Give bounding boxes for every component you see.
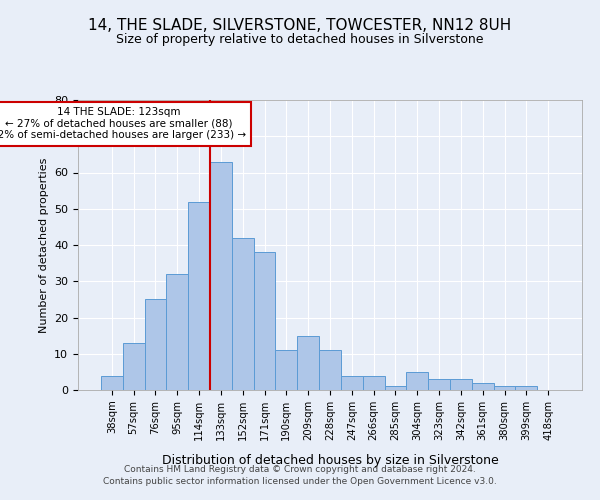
Text: Contains public sector information licensed under the Open Government Licence v3: Contains public sector information licen… <box>103 476 497 486</box>
Bar <box>254 252 275 390</box>
Bar <box>188 202 210 390</box>
Bar <box>341 376 363 390</box>
Text: Contains HM Land Registry data © Crown copyright and database right 2024.: Contains HM Land Registry data © Crown c… <box>124 466 476 474</box>
Bar <box>319 350 341 390</box>
Text: Size of property relative to detached houses in Silverstone: Size of property relative to detached ho… <box>116 32 484 46</box>
Bar <box>406 372 428 390</box>
Bar <box>166 274 188 390</box>
Bar <box>210 162 232 390</box>
Bar <box>123 343 145 390</box>
Y-axis label: Number of detached properties: Number of detached properties <box>38 158 49 332</box>
Bar <box>494 386 515 390</box>
Bar <box>428 379 450 390</box>
Bar <box>385 386 406 390</box>
Bar <box>275 350 297 390</box>
Bar <box>472 383 494 390</box>
Bar <box>232 238 254 390</box>
Text: 14 THE SLADE: 123sqm
← 27% of detached houses are smaller (88)
72% of semi-detac: 14 THE SLADE: 123sqm ← 27% of detached h… <box>0 108 246 140</box>
Bar <box>450 379 472 390</box>
Bar <box>363 376 385 390</box>
Text: 14, THE SLADE, SILVERSTONE, TOWCESTER, NN12 8UH: 14, THE SLADE, SILVERSTONE, TOWCESTER, N… <box>88 18 512 32</box>
Bar <box>297 336 319 390</box>
Bar <box>101 376 123 390</box>
Bar <box>145 300 166 390</box>
X-axis label: Distribution of detached houses by size in Silverstone: Distribution of detached houses by size … <box>161 454 499 467</box>
Bar <box>515 386 537 390</box>
